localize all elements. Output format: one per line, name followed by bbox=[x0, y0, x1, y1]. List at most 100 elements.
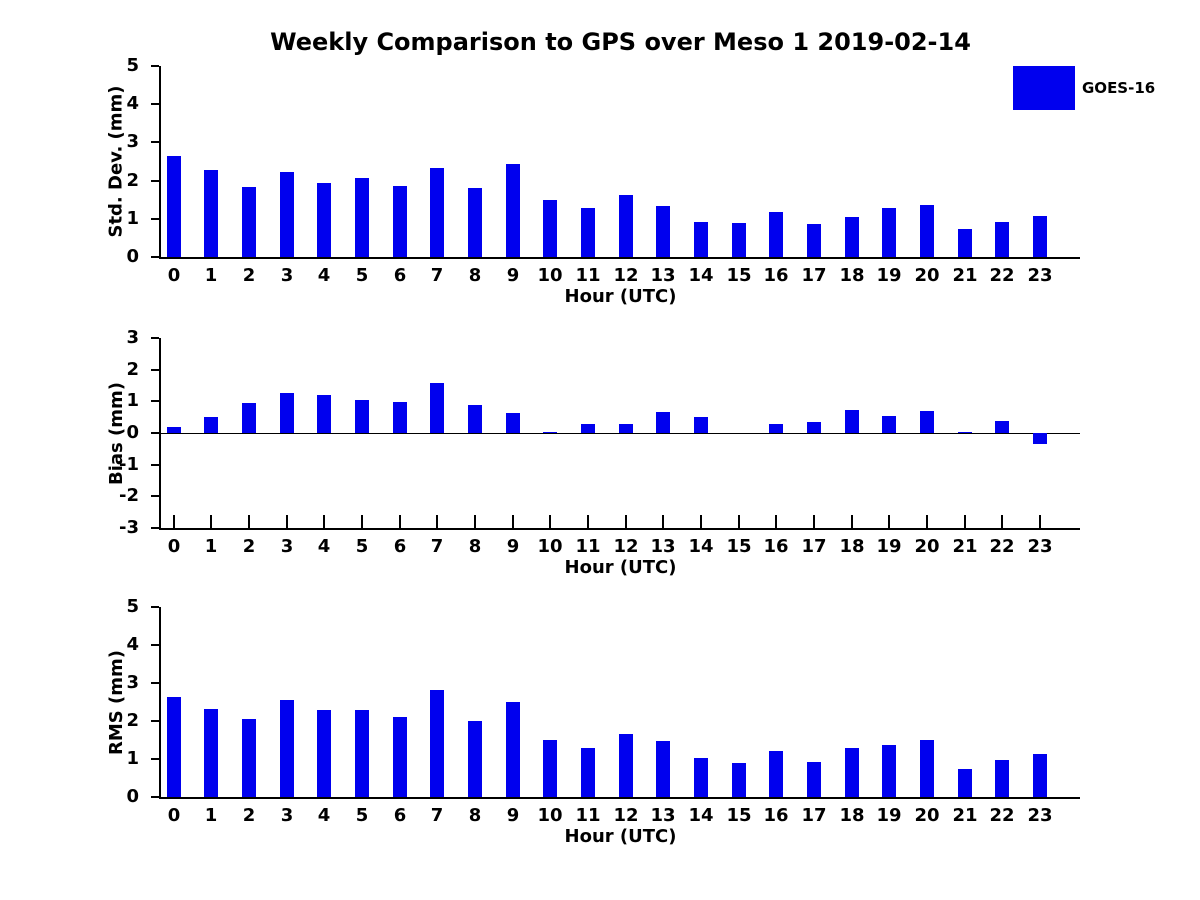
y-tick-label: 1 bbox=[126, 390, 139, 411]
bar-hour-14 bbox=[694, 222, 708, 257]
bar-hour-13 bbox=[656, 206, 670, 257]
bar-hour-4 bbox=[317, 183, 331, 257]
bar-hour-7 bbox=[430, 168, 444, 257]
x-tick-label: 2 bbox=[242, 265, 256, 286]
bar-hour-9 bbox=[506, 413, 520, 433]
x-tick-label: 4 bbox=[317, 805, 331, 826]
x-tick-label: 8 bbox=[468, 805, 482, 826]
x-tick-label: 23 bbox=[1027, 265, 1053, 286]
x-tick-label: 10 bbox=[537, 536, 563, 557]
x-tick-label: 0 bbox=[167, 536, 181, 557]
x-tick-label: 20 bbox=[914, 805, 940, 826]
x-axis-spine bbox=[159, 797, 1080, 799]
x-tick-label: 15 bbox=[726, 265, 752, 286]
y-tick-label: -1 bbox=[119, 454, 139, 475]
x-axis-spine bbox=[159, 528, 1080, 530]
bar-hour-19 bbox=[882, 416, 896, 433]
bar-hour-23 bbox=[1033, 216, 1047, 257]
bar-hour-7 bbox=[430, 690, 444, 797]
x-tick-label: 5 bbox=[355, 536, 369, 557]
x-tick-label: 2 bbox=[242, 536, 256, 557]
x-tick-mark bbox=[888, 515, 890, 528]
bar-hour-17 bbox=[807, 422, 821, 433]
x-tick-label: 17 bbox=[801, 805, 827, 826]
x-tick-label: 8 bbox=[468, 265, 482, 286]
bar-hour-18 bbox=[845, 410, 859, 433]
bar-hour-1 bbox=[204, 709, 218, 797]
y-tick-mark bbox=[151, 495, 159, 497]
y-tick-label: -3 bbox=[119, 517, 139, 538]
bar-hour-10 bbox=[543, 432, 557, 433]
bar-hour-20 bbox=[920, 411, 934, 433]
bar-hour-2 bbox=[242, 187, 256, 257]
bar-hour-21 bbox=[958, 769, 972, 797]
y-tick-label: 1 bbox=[126, 208, 139, 229]
legend-label-goes16: GOES-16 bbox=[1082, 79, 1156, 97]
x-tick-label: 17 bbox=[801, 265, 827, 286]
x-tick-label: 14 bbox=[688, 536, 714, 557]
x-tick-label: 23 bbox=[1027, 536, 1053, 557]
x-tick-label: 22 bbox=[989, 805, 1015, 826]
x-tick-label: 14 bbox=[688, 805, 714, 826]
bar-hour-13 bbox=[656, 741, 670, 797]
x-tick-mark bbox=[474, 515, 476, 528]
y-axis-spine bbox=[159, 607, 161, 799]
y-tick-mark bbox=[151, 256, 159, 258]
x-tick-mark bbox=[813, 515, 815, 528]
x-tick-label: 7 bbox=[430, 536, 444, 557]
x-tick-mark bbox=[738, 515, 740, 528]
y-tick-label: 2 bbox=[126, 710, 139, 731]
x-tick-mark bbox=[248, 515, 250, 528]
y-tick-label: 0 bbox=[126, 246, 139, 267]
bar-hour-12 bbox=[619, 424, 633, 433]
bar-hour-20 bbox=[920, 740, 934, 797]
x-tick-label: 0 bbox=[167, 265, 181, 286]
x-tick-label: 16 bbox=[763, 536, 789, 557]
bar-hour-23 bbox=[1033, 754, 1047, 797]
x-tick-label: 12 bbox=[613, 536, 639, 557]
x-tick-label: 4 bbox=[317, 536, 331, 557]
x-tick-label: 7 bbox=[430, 265, 444, 286]
x-tick-label: 14 bbox=[688, 265, 714, 286]
x-tick-label: 23 bbox=[1027, 805, 1053, 826]
y-tick-label: 4 bbox=[126, 634, 139, 655]
x-axis-spine bbox=[159, 257, 1080, 259]
bar-hour-1 bbox=[204, 170, 218, 257]
y-tick-label: 5 bbox=[126, 55, 139, 76]
x-tick-label: 11 bbox=[575, 536, 601, 557]
bar-hour-16 bbox=[769, 212, 783, 257]
x-tick-label: 16 bbox=[763, 805, 789, 826]
x-tick-label: 6 bbox=[393, 265, 407, 286]
x-tick-label: 1 bbox=[204, 805, 218, 826]
bar-hour-22 bbox=[995, 222, 1009, 257]
y-tick-mark bbox=[151, 527, 159, 529]
bar-hour-23 bbox=[1033, 433, 1047, 444]
bar-hour-2 bbox=[242, 719, 256, 797]
y-tick-label: 2 bbox=[126, 170, 139, 191]
y-tick-label: 5 bbox=[126, 596, 139, 617]
y-tick-mark bbox=[151, 682, 159, 684]
y-tick-mark bbox=[151, 337, 159, 339]
x-tick-label: 5 bbox=[355, 265, 369, 286]
x-tick-label: 3 bbox=[280, 805, 294, 826]
y-tick-label: 3 bbox=[126, 672, 139, 693]
bar-hour-19 bbox=[882, 745, 896, 797]
bar-hour-5 bbox=[355, 710, 369, 797]
bar-hour-15 bbox=[732, 223, 746, 257]
x-tick-label: 2 bbox=[242, 805, 256, 826]
x-tick-label: 5 bbox=[355, 805, 369, 826]
x-axis-label-std-dev: Hour (UTC) bbox=[564, 286, 677, 307]
x-tick-mark bbox=[286, 515, 288, 528]
x-tick-label: 17 bbox=[801, 536, 827, 557]
bar-hour-21 bbox=[958, 432, 972, 433]
y-axis-label-rms: RMS (mm) bbox=[105, 649, 127, 755]
x-tick-mark bbox=[775, 515, 777, 528]
bar-hour-2 bbox=[242, 403, 256, 433]
bar-hour-7 bbox=[430, 383, 444, 433]
y-tick-label: 4 bbox=[126, 93, 139, 114]
bar-hour-15 bbox=[732, 763, 746, 797]
x-tick-mark bbox=[1039, 515, 1041, 528]
x-tick-label: 19 bbox=[876, 536, 902, 557]
y-tick-mark bbox=[151, 720, 159, 722]
